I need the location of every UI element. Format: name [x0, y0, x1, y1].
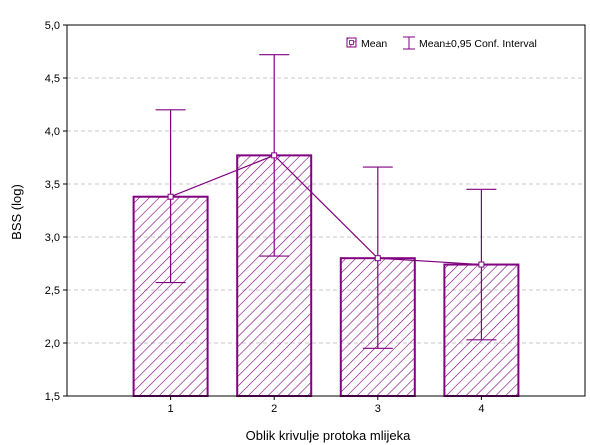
x-axis-label: Oblik krivulje protoka mlijeka: [246, 428, 411, 443]
bar-layer: [132, 154, 520, 398]
y-tick-label: 3,5: [45, 179, 60, 191]
y-tick-label: 3,0: [45, 232, 60, 244]
axis-layer: 1,5 2,0 2,5 3,0 3,5 4,0 4,5 5,0 1 2 3 4: [45, 20, 586, 415]
legend-mean-swatch-marker: [349, 40, 354, 45]
y-tick-label: 2,0: [45, 338, 60, 350]
x-tick-label: 4: [478, 403, 484, 415]
legend-ci-label: Mean±0,95 Conf. Interval: [419, 38, 537, 50]
plot-frame: [66, 24, 586, 397]
legend-mean-label: Mean: [361, 38, 387, 50]
y-axis-label: BSS (log): [9, 184, 24, 240]
mean-marker: [271, 152, 278, 159]
y-tick-label: 1,5: [45, 391, 60, 403]
mean-marker: [374, 255, 381, 262]
mean-line: [170, 154, 482, 266]
x-tick-label: 2: [271, 403, 277, 415]
y-tick-label: 2,5: [45, 285, 60, 297]
mean-marker: [167, 193, 174, 200]
legend: Mean Mean±0,95 Conf. Interval: [346, 36, 537, 50]
x-tick-label: 3: [375, 403, 381, 415]
y-tick-label: 4,5: [45, 73, 60, 85]
mean-marker: [478, 261, 485, 268]
mean-line-layer: [155, 54, 497, 349]
y-tick-label: 4,0: [45, 126, 60, 138]
y-tick-label: 5,0: [45, 20, 60, 32]
x-tick-label: 1: [168, 403, 174, 415]
